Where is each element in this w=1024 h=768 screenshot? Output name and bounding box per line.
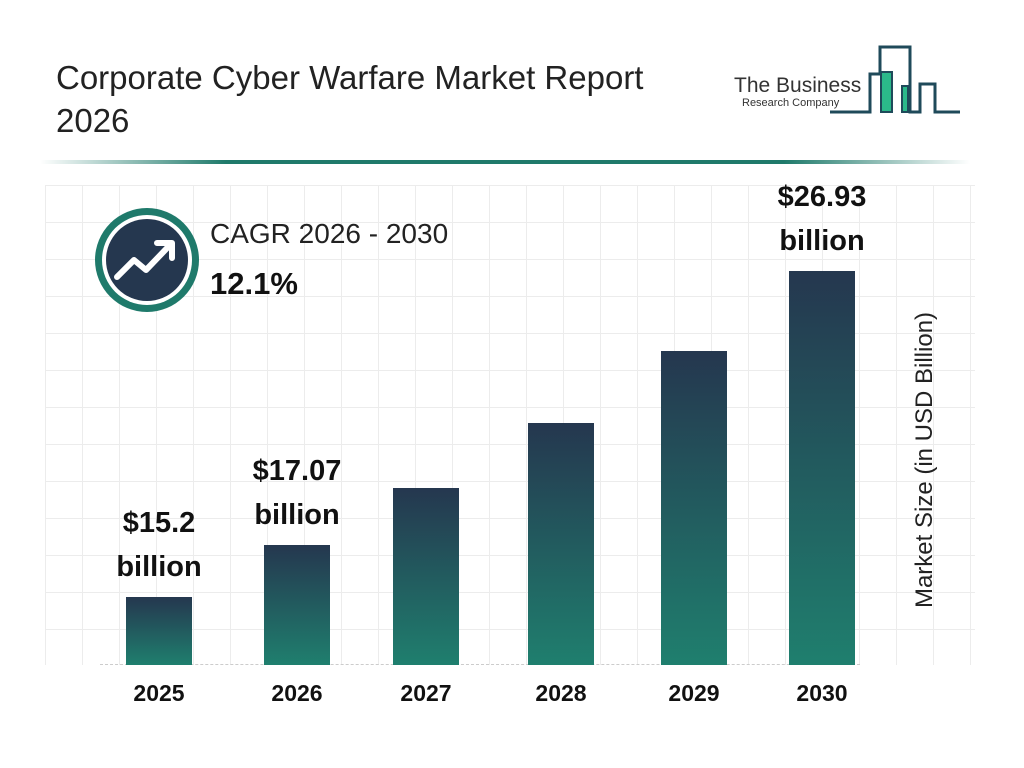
logo-text-1: The Business	[734, 74, 862, 97]
bar-2025	[126, 597, 192, 665]
x-tick-label: 2027	[400, 680, 452, 706]
trending-up-icon	[95, 208, 199, 312]
x-tick-label: 2025	[133, 680, 185, 706]
y-axis-label: Market Size (in USD Billion)	[911, 311, 938, 609]
header-divider	[40, 160, 970, 164]
bar-2029	[661, 351, 727, 665]
cagr-value: 12.1%	[210, 266, 298, 301]
bar-2030	[789, 271, 855, 665]
logo-buildings-icon	[830, 45, 960, 114]
x-tick-label: 2026	[271, 680, 323, 706]
data-label: $15.2 billion	[116, 507, 202, 583]
data-label: $17.07 billion	[252, 455, 342, 532]
x-tick-label: 2030	[796, 680, 848, 706]
bar-2026	[264, 545, 330, 665]
cagr-label: CAGR 2026 - 2030	[210, 218, 449, 249]
x-axis-baseline	[100, 664, 860, 665]
company-logo: The Business Research Company	[730, 44, 965, 116]
x-tick-label: 2028	[535, 680, 587, 706]
logo-text-2: Research Company	[742, 97, 840, 109]
page-title: Corporate Cyber Warfare Market Report 20…	[56, 59, 644, 139]
data-label: $26.93 billion	[777, 181, 867, 257]
bar-2028	[528, 423, 594, 665]
bar-2027	[393, 487, 459, 665]
x-tick-label: 2029	[668, 680, 720, 706]
